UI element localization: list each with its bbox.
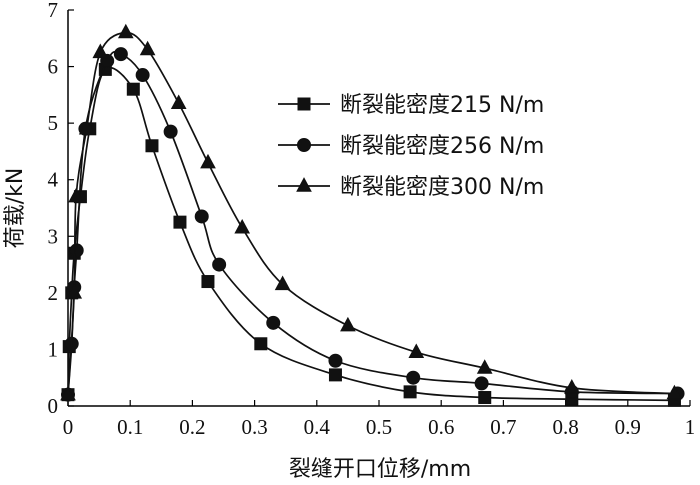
x-axis-title: 裂缝开口位移/mm	[289, 457, 471, 482]
series-1-point-square-marker	[126, 82, 140, 96]
y-axis-title: 荷载/kN	[3, 168, 28, 249]
series-2-point-circle-marker	[194, 209, 209, 224]
series-3-point-triangle-marker	[117, 23, 134, 39]
series-2-point-circle-marker	[69, 243, 84, 258]
series-1-point-square-marker	[173, 215, 187, 229]
x-tick-label: 0.2	[179, 415, 205, 439]
series-1-point-square-marker	[403, 385, 417, 399]
y-tick-label: 7	[48, 0, 59, 22]
legend-label: 断裂能密度300 N/m	[340, 175, 544, 200]
series-3	[60, 23, 683, 401]
series-3-point-triangle-marker	[563, 379, 580, 394]
y-tick-label: 0	[48, 394, 59, 418]
y-tick-label: 5	[48, 111, 59, 135]
y-tick-label: 4	[48, 168, 59, 192]
legend-item-2: 断裂能密度256 N/m	[278, 134, 544, 159]
x-tick-label: 0	[63, 415, 74, 439]
legend-1-square-marker	[297, 97, 311, 111]
series-2-point-circle-marker	[163, 124, 178, 139]
series-1-point-square-marker	[145, 139, 159, 153]
series-3-point-triangle-marker	[78, 119, 95, 135]
y-tick-label: 2	[48, 281, 59, 305]
series-2-point-circle-marker	[266, 315, 281, 330]
x-tick-label: 0.1	[117, 415, 143, 439]
x-tick-label: 0.9	[615, 415, 641, 439]
legend-label: 断裂能密度215 N/m	[340, 93, 544, 118]
series-2-point-circle-marker	[212, 257, 227, 272]
series-3-point-triangle-marker	[60, 385, 76, 401]
series-3-point-triangle-marker	[340, 316, 356, 332]
x-ticks: 0 0.1 0.2 0.3 0.4 0.5 0.6 0.7 0.8 0.9 1	[63, 400, 696, 439]
y-tick-label: 6	[48, 55, 59, 79]
x-tick-label: 0.8	[552, 415, 578, 439]
legend-item-1: 断裂能密度215 N/m	[278, 93, 544, 118]
series-3-point-triangle-marker	[666, 384, 683, 400]
y-tick-label: 1	[48, 337, 59, 361]
series-1-point-square-marker	[478, 391, 492, 405]
series-2-point-circle-marker	[474, 376, 489, 391]
series-2-point-circle-marker	[406, 370, 421, 385]
x-tick-label: 0.6	[428, 415, 454, 439]
series-3-point-triangle-marker	[200, 153, 216, 169]
series-1-point-square-marker	[254, 337, 268, 351]
series-2-point-circle-marker	[135, 68, 150, 83]
legend: 断裂能密度215 N/m 断裂能密度256 N/m 断裂能密度300 N/m	[278, 93, 544, 200]
series-1-point-square-marker	[201, 275, 215, 289]
series-3-point-triangle-marker	[66, 284, 83, 299]
legend-item-3: 断裂能密度300 N/m	[278, 175, 544, 200]
legend-3-triangle-marker	[296, 177, 312, 192]
series-1-point-square-marker	[328, 368, 342, 382]
x-tick-label: 1	[685, 415, 696, 439]
series-3-point-triangle-marker	[139, 40, 156, 56]
series-3-point-triangle-marker	[476, 359, 493, 374]
series-2-point-circle-marker	[113, 47, 128, 62]
series-3-point-triangle-marker	[408, 343, 425, 358]
series-2-point-circle-marker	[328, 353, 343, 368]
series-3-point-triangle-marker	[234, 218, 251, 234]
x-tick-label: 0.7	[490, 415, 516, 439]
y-tick-label: 3	[48, 224, 59, 248]
series-3-point-triangle-marker	[92, 43, 109, 59]
series-3-curve	[67, 31, 675, 395]
axes	[67, 10, 690, 407]
x-tick-label: 0.3	[241, 415, 267, 439]
x-tick-label: 0.5	[366, 415, 392, 439]
series-3-point-triangle-marker	[170, 94, 187, 109]
series-3-point-triangle-marker	[68, 187, 84, 203]
series-layer	[60, 23, 685, 407]
legend-2-circle-marker	[297, 138, 311, 152]
legend-label: 断裂能密度256 N/m	[340, 134, 544, 159]
series-3-point-triangle-marker	[274, 275, 291, 291]
x-tick-label: 0.4	[304, 415, 331, 439]
